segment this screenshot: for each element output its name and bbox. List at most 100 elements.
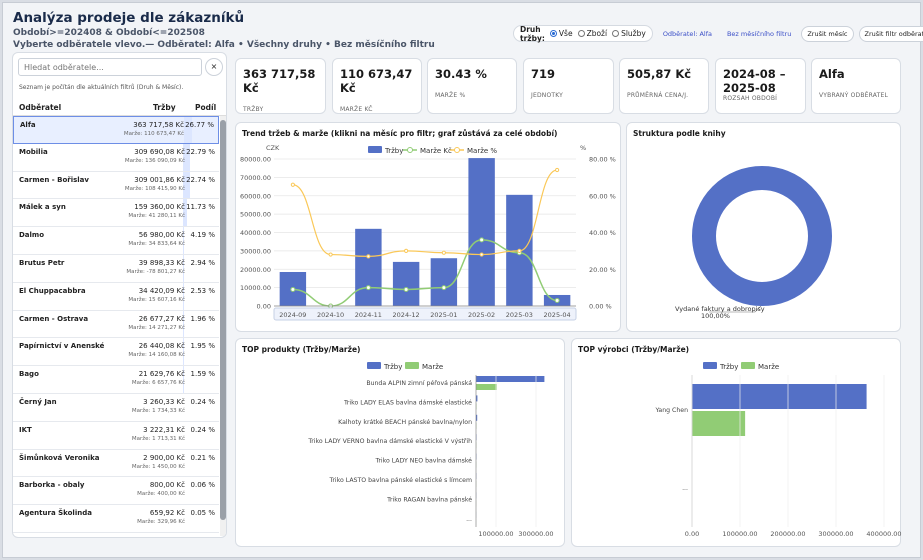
list-scrollbar[interactable] <box>220 116 226 536</box>
customer-row[interactable]: Černý Jan 3 260,33 Kč Marže: 1 734,33 Kč 0.… <box>13 393 219 422</box>
kpi-margin-pct: 30.43 % MARŽE % <box>427 58 517 114</box>
category-label: Triko RAGAN bavlna pánské <box>386 495 472 503</box>
customer-margin: Marže: 400,00 Kč <box>137 491 185 498</box>
share-bar <box>183 254 184 282</box>
customer-sales: 309 690,08 Kč <box>134 147 185 156</box>
customer-sales: 21 629,76 Kč <box>138 370 185 379</box>
customer-row[interactable]: Alfa 363 717,58 Kč Marže: 110 673,47 Kč 26.… <box>13 116 219 144</box>
customer-row[interactable]: Carmen - Ostrava 26 677,27 Kč Marže: 14 27… <box>13 310 219 339</box>
customer-row[interactable]: El Chuppacabbra 34 420,09 Kč Marže: 15 607… <box>13 282 219 311</box>
sales-type-filter: Druh tržby: Vše Zboží Služby <box>513 25 653 43</box>
legend-margin-marker <box>407 147 413 153</box>
customer-sales: 159 360,00 Kč <box>134 203 185 212</box>
customer-margin: Marže: 15 607,16 Kč <box>128 296 185 303</box>
radio-dot-icon <box>549 30 557 37</box>
customer-row[interactable]: Dalmo 56 980,00 Kč Marže: 34 833,64 Kč 4.19… <box>13 227 219 255</box>
month-chip: Bez měsíčního filtru <box>726 29 792 38</box>
customer-margin: Marže: 1 713,31 Kč <box>131 435 185 442</box>
margin-point <box>479 237 485 243</box>
customer-sales: 2 900,00 Kč <box>143 453 185 462</box>
customer-margin: Marže: 14 160,08 Kč <box>128 352 185 359</box>
customer-rows: Alfa 363 717,58 Kč Marže: 110 673,47 Kč 26.… <box>13 116 219 533</box>
y-left-tick: 10000.00 <box>240 284 271 292</box>
y-left-tick: 30000.00 <box>240 247 271 255</box>
customer-row[interactable]: Šimůnková Veronika 2 900,00 Kč Marže: 1 45… <box>13 449 219 478</box>
y-right-tick: 60.00 % <box>589 192 616 200</box>
top-makers-chart[interactable]: Tržby Marže Yang Chen... 0.00 100000.00 20000… <box>572 339 902 548</box>
kpi-avg-price: 505,87 Kč PRŮMĚRNÁ CENA/J. <box>619 58 709 114</box>
y-right-unit: % <box>580 144 586 152</box>
clear-search-button[interactable]: × <box>205 58 223 76</box>
x-tick: 100000.00 <box>478 530 513 538</box>
kpi-margin: 110 673,47 Kč MARŽE KČ <box>332 58 422 114</box>
pct-point <box>517 248 522 253</box>
y-left-tick: 80000.00 <box>240 156 271 164</box>
reset-month-button[interactable]: Zrušit měsíc <box>801 25 854 42</box>
x-tick: 2025-02 <box>468 311 495 319</box>
customer-margin: Marže: 34 833,64 Kč <box>128 241 185 248</box>
sales-bar <box>468 158 495 306</box>
sales-bar <box>692 384 867 409</box>
customer-sales: 800,00 Kč <box>149 481 185 490</box>
customer-row[interactable]: Bago 21 629,76 Kč Marže: 6 657,76 Kč 1.59 % <box>13 366 219 394</box>
legend-margin-swatch <box>741 362 755 369</box>
filter-bar: Druh tržby: Vše Zboží Služby Odběratel: … <box>513 25 923 43</box>
category-label: Triko LADY ELAS bavlna dámské elastické <box>343 398 472 406</box>
kpi-period-range: 2024-08 – 2025-08 ROZSAH OBDOBÍ <box>715 58 806 114</box>
customer-search-input[interactable] <box>18 58 202 76</box>
slice-label: Vydané faktury a dobropisy <box>675 305 765 313</box>
customer-margin: Marže: 136 090,09 Kč <box>124 157 185 164</box>
radio-goods[interactable]: Zboží <box>577 29 607 38</box>
customer-share: 22.74 % <box>186 175 215 184</box>
customer-row[interactable]: Agentura Školinda 659,92 Kč Marže: 329,96 … <box>13 505 219 533</box>
trend-card: Trend tržeb & marže (klikni na měsíc pro… <box>235 122 621 332</box>
customer-margin: Marže: -78 801,27 Kč <box>126 268 185 275</box>
scrollbar-thumb[interactable] <box>220 120 226 520</box>
customer-share: 0.24 % <box>190 397 215 406</box>
legend-sales-label: Tržby <box>719 363 738 371</box>
legend-margin-label: Marže Kč <box>420 147 452 155</box>
pct-point <box>404 248 409 253</box>
y-left-tick: 50000.00 <box>240 211 271 219</box>
share-bar <box>183 143 190 171</box>
customer-row[interactable]: Málek a syn 159 360,00 Kč Marže: 41 280,11… <box>13 199 219 228</box>
customer-margin: Marže: 1 450,00 Kč <box>131 463 185 470</box>
period-filter-text: Období>=202408 & Období<=202508 <box>13 28 205 38</box>
trend-chart[interactable]: Tržby Marže Kč Marže % CZK % 0.00 10000.00 2000… <box>236 123 622 333</box>
sales-bar <box>476 414 478 421</box>
customer-row[interactable]: Mobilia 309 690,08 Kč Marže: 136 090,09 Kč… <box>13 143 219 172</box>
legend-sales-swatch <box>368 146 382 153</box>
kpi-selected-customer: Alfa VYBRANÝ ODBĚRATEL <box>811 58 901 114</box>
top-products-chart[interactable]: Tržby Marže Bunda ALPIN zimní péřová pánsk… <box>236 339 566 548</box>
legend-sales-swatch <box>703 362 717 369</box>
customer-name: Mobilia <box>19 147 48 156</box>
customer-sales: 363 717,58 Kč <box>133 121 184 129</box>
kpi-units: 719 JEDNOTKY <box>523 58 614 114</box>
share-bar <box>183 310 184 338</box>
top-makers-card: TOP výrobci (Tržby/Marže) Tržby Marže Yang… <box>571 338 902 548</box>
x-tick: 2025-01 <box>430 311 457 319</box>
radio-services[interactable]: Služby <box>612 29 646 38</box>
customer-share: 4.19 % <box>190 231 215 240</box>
customer-share: 2.53 % <box>190 286 215 295</box>
radio-all[interactable]: Vše <box>549 29 573 38</box>
customer-name: Dalmo <box>19 231 45 240</box>
reset-customer-button[interactable]: Zrušit filtr odběratele <box>858 25 923 42</box>
customer-row[interactable]: Barborka - obaly 800,00 Kč Marže: 400,00 K… <box>13 477 219 506</box>
customer-row[interactable]: Carmen - Bořislav 309 001,86 Kč Marže: 108… <box>13 171 219 200</box>
customer-sales: 34 420,09 Kč <box>138 286 185 295</box>
customer-row[interactable]: Brutus Petr 39 898,33 Kč Marže: -78 801,27… <box>13 254 219 283</box>
customer-row[interactable]: IKT 3 222,31 Kč Marže: 1 713,31 Kč 0.24 % <box>13 421 219 450</box>
customer-row[interactable]: Papírnictví v Anenské 26 440,08 Kč Marže: … <box>13 338 219 367</box>
margin-point <box>365 285 371 291</box>
col-sales: Tržby <box>153 103 176 112</box>
customer-margin: Marže: 41 280,11 Kč <box>128 213 185 220</box>
category-label: ... <box>682 485 688 492</box>
y-right-tick: 20.00 % <box>589 266 616 274</box>
customer-share: 1.59 % <box>190 370 215 379</box>
legend-margin-label: Marže <box>758 363 779 371</box>
pct-point <box>555 167 560 173</box>
x-tick: 2024-10 <box>317 311 344 319</box>
legend-sales-label: Tržby <box>383 363 402 371</box>
